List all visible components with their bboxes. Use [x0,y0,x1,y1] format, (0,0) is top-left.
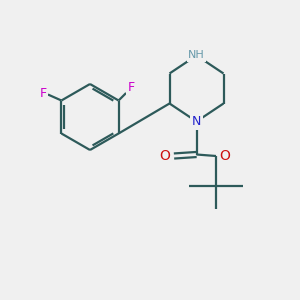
Text: N: N [192,115,201,128]
Text: F: F [40,86,47,100]
Text: O: O [220,149,230,163]
Text: O: O [159,149,170,163]
Text: NH: NH [188,50,205,61]
Text: F: F [128,81,135,94]
